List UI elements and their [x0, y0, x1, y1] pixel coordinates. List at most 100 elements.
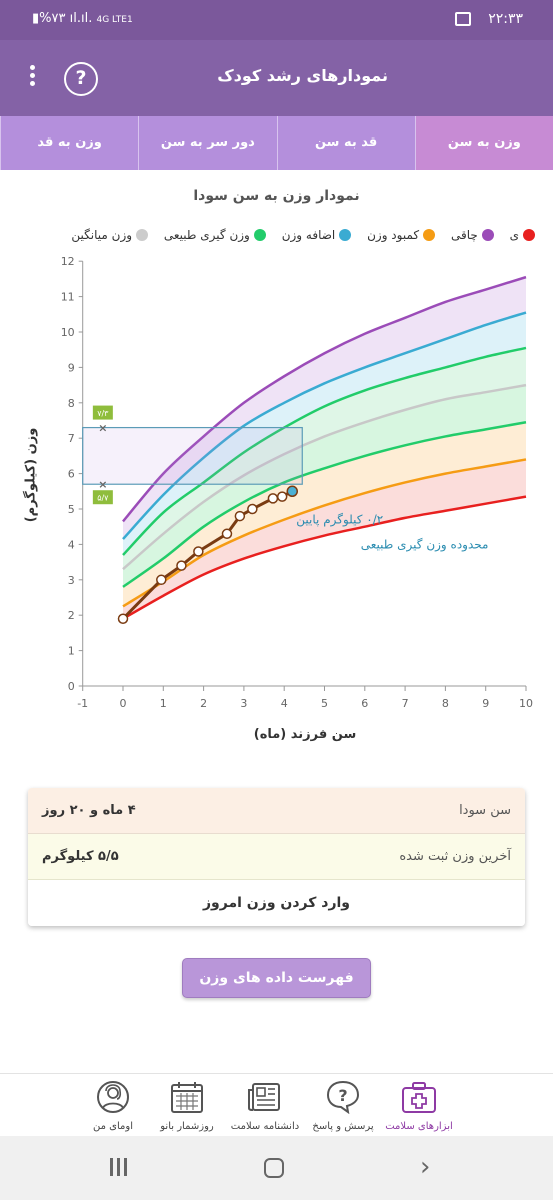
nav-label: ابزارهای سلامت: [385, 1121, 453, 1132]
legend-dot: [423, 229, 436, 241]
battery-level: %۷۳: [39, 11, 66, 26]
y-tick-label: 0: [68, 680, 75, 693]
child-data-point: [117, 613, 129, 624]
child-current-point: [286, 485, 299, 498]
x-tick-label: 9: [482, 697, 489, 710]
help-button[interactable]: ?: [64, 62, 98, 96]
tab-height-for-age[interactable]: قد به سن: [276, 116, 415, 170]
age-label: سن سودا: [459, 803, 511, 818]
x-tick-label: 4: [281, 697, 288, 710]
growth-tabs: وزن به سن قد به سن دور سر به سن وزن به ق…: [0, 116, 553, 170]
curve-green_high: [122, 346, 527, 556]
curve-blue: [122, 311, 527, 540]
nav-label: روزشمار بانو: [160, 1121, 214, 1132]
enter-weight-button[interactable]: وارد کردن وزن امروز: [28, 880, 525, 926]
legend-item-red[interactable]: ی: [510, 228, 535, 242]
age-row: سن سودا ۴ ماه و ۲۰ روز: [28, 788, 525, 834]
legend-label: وزن گیری طبیعی: [163, 228, 250, 242]
band-orange-green: [123, 422, 526, 607]
x-tick-label: 8: [442, 697, 449, 710]
normal-range-box: [82, 426, 303, 485]
child-data-point: [176, 560, 187, 571]
recent-apps-icon[interactable]: [110, 1158, 132, 1176]
x-tick-label: 6: [361, 697, 368, 710]
y-tick-label: 10: [61, 326, 75, 339]
home-icon[interactable]: [264, 1158, 284, 1178]
network-type: 4G LTE1: [96, 15, 133, 25]
nav-label: پرسش و پاسخ: [312, 1121, 374, 1132]
tab-weight-for-height[interactable]: وزن به قد: [0, 116, 138, 170]
curve-orange: [122, 458, 527, 608]
legend-item-obesity[interactable]: چاقی: [451, 228, 494, 242]
x-tick-label: -1: [77, 697, 88, 710]
legend-dot: [339, 229, 352, 241]
tab-head-for-age[interactable]: دور سر به سن: [138, 116, 276, 170]
legend-item-normal-gain[interactable]: وزن گیری طبیعی: [164, 228, 266, 242]
last-weight-row: آخرین وزن ثبت شده ۵/۵ کیلوگرم: [28, 834, 525, 880]
status-time: ۲۲:۳۳: [488, 11, 523, 27]
x-tick-label: 5: [321, 697, 328, 710]
chart-legend: ی چاقی کمبود وزن اضافه وزن وزن گیری طبیع…: [15, 228, 535, 250]
last-weight-label: آخرین وزن ثبت شده: [399, 849, 511, 864]
question-bubble-icon: ?: [326, 1080, 360, 1115]
child-data-point: [267, 493, 279, 504]
child-data-point: [156, 574, 167, 586]
legend-label: وزن میانگین: [71, 228, 133, 242]
nav-encyclopedia[interactable]: دانشنامه سلامت: [220, 1080, 310, 1132]
marker-lower-x: ×: [98, 478, 107, 491]
marker-upper-label: ۷/۳: [97, 409, 109, 418]
marker-lower-badge: [92, 490, 113, 505]
page-title: نمودارهای رشد کودک: [217, 66, 388, 85]
x-tick-label: 7: [402, 697, 409, 710]
y-tick-label: 12: [61, 255, 75, 268]
status-left: ▮%۷۳ ıl.ıl. 4G LTE1: [32, 11, 133, 26]
legend-dot: [253, 229, 266, 241]
legend-item-underweight[interactable]: کمبود وزن: [367, 228, 436, 242]
y-tick-label: 3: [68, 574, 75, 587]
y-axis-label: وزن (کیلوگرم): [23, 427, 39, 523]
curve-red: [122, 495, 527, 620]
child-data-point: [234, 510, 246, 522]
y-tick-label: 5: [68, 503, 75, 516]
band-green-median: [123, 385, 526, 587]
bottom-nav: ابزارهای سلامت ? پرسش و پاسخ دانشنامه سل…: [0, 1073, 553, 1135]
first-aid-kit-icon: [402, 1082, 436, 1113]
nav-calendar[interactable]: روزشمار بانو: [142, 1080, 232, 1132]
curve-green_low: [122, 421, 527, 588]
y-tick-label: 7: [68, 432, 75, 445]
child-data-point: [221, 528, 233, 540]
y-tick-label: 1: [68, 645, 75, 658]
chart-title: نمودار وزن به سن سودا: [193, 188, 360, 204]
child-data-point: [193, 546, 204, 557]
y-tick-label: 9: [68, 361, 75, 374]
nav-label: دانشنامه سلامت: [230, 1121, 300, 1132]
legend-item-overweight[interactable]: اضافه وزن: [282, 228, 352, 242]
status-bar: ▮%۷۳ ıl.ıl. 4G LTE1 ۲۲:۳۳: [0, 0, 553, 40]
nav-profile[interactable]: اومای من: [68, 1080, 158, 1132]
y-tick-label: 11: [61, 291, 75, 304]
marker-lower-label: ۵/۷: [97, 494, 109, 503]
legend-item-median[interactable]: وزن میانگین: [71, 228, 149, 242]
back-icon[interactable]: ›: [420, 1152, 431, 1182]
newspaper-icon: [248, 1083, 280, 1111]
svg-text:?: ?: [338, 1086, 347, 1105]
x-tick-label: 3: [240, 697, 247, 710]
more-vert-icon[interactable]: [22, 62, 42, 94]
y-tick-label: 4: [68, 538, 75, 551]
x-axis-label: سن فرزند (ماه): [253, 727, 357, 742]
legend-dot: [481, 229, 494, 241]
tab-weight-for-age[interactable]: وزن به سن: [414, 116, 553, 170]
nav-health-tools[interactable]: ابزارهای سلامت: [374, 1080, 464, 1132]
band-blue-purple: [123, 277, 526, 540]
legend-label: ی: [509, 228, 519, 242]
profile-woman-icon: [97, 1081, 129, 1113]
legend-label: چاقی: [450, 228, 478, 242]
app-bar: ? نمودارهای رشد کودک: [0, 40, 553, 116]
weight-list-button[interactable]: فهرست داده های وزن سودا: [182, 958, 371, 1024]
x-tick-label: 10: [519, 697, 533, 710]
legend-label: اضافه وزن: [281, 228, 336, 242]
child-data-point: [247, 503, 258, 515]
last-weight-value: ۵/۵ کیلوگرم: [42, 849, 119, 864]
nav-questions[interactable]: ? پرسش و پاسخ: [298, 1080, 388, 1132]
